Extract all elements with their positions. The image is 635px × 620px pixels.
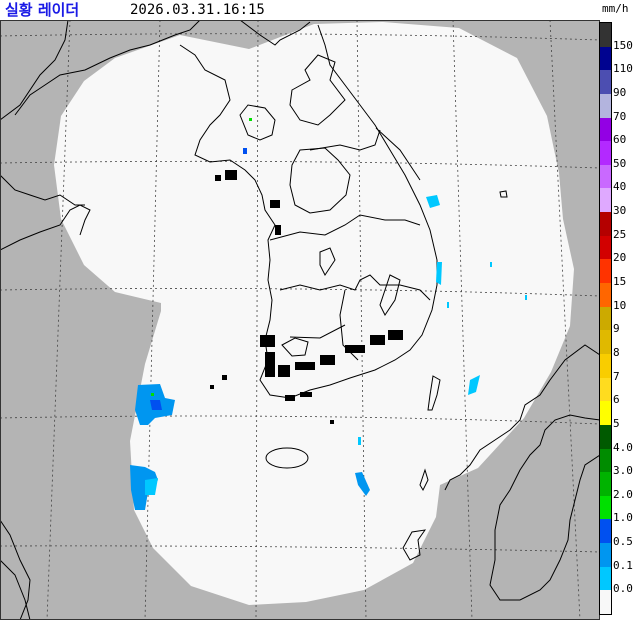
legend-color-bin [600, 472, 611, 497]
legend-label: 1.0 [613, 511, 633, 525]
legend-color-bin [600, 23, 611, 48]
legend-color-bin [600, 424, 611, 449]
legend-label: 70 [613, 109, 627, 123]
legend-label: 9 [613, 322, 620, 336]
legend-label: 0.1 [613, 558, 633, 572]
legend-label: 8 [613, 345, 620, 359]
legend-color-bin [600, 93, 611, 119]
legend-label: 40 [613, 180, 627, 194]
legend-color-bin [600, 70, 611, 95]
legend-color-bin [600, 117, 611, 142]
legend-label: 90 [613, 85, 627, 99]
lat-lon-grid [0, 20, 600, 620]
legend-label: 3.0 [613, 464, 633, 478]
legend-label: 2.0 [613, 487, 633, 501]
coastal-islands [210, 170, 403, 424]
legend-label: 150 [613, 38, 633, 52]
coastlines [0, 20, 600, 620]
legend-color-bin [600, 353, 611, 379]
legend-label: 50 [613, 156, 627, 170]
legend-color-bin [600, 306, 611, 331]
precipitation-echoes [130, 118, 527, 510]
legend-color-bin [600, 141, 611, 166]
observation-timestamp: 2026.03.31.16:15 [130, 2, 265, 18]
legend-label: 7 [613, 369, 620, 383]
legend-label: 15 [613, 275, 627, 289]
legend-color-bin [600, 164, 611, 189]
legend-color-bin [600, 543, 611, 568]
legend-label: 10 [613, 298, 627, 312]
legend-color-bin [600, 590, 611, 615]
legend-label: 4.0 [613, 440, 633, 454]
legend-color-bin [600, 495, 611, 520]
legend-label: 110 [613, 62, 633, 76]
legend-color-bin [600, 188, 611, 213]
legend-color-bin [600, 566, 611, 591]
tsushima-island [427, 375, 441, 411]
app-title: 실황 레이더 [5, 1, 80, 19]
legend-color-bin [600, 401, 611, 426]
legend-label: 0.5 [613, 535, 633, 549]
legend-label: 25 [613, 227, 627, 241]
legend-color-bin [600, 46, 611, 71]
legend-color-bin [600, 377, 611, 402]
legend-label: 6 [613, 393, 620, 407]
legend-label: 30 [613, 204, 627, 218]
legend-color-bin [600, 235, 611, 260]
legend-label: 60 [613, 133, 627, 147]
radar-map[interactable] [0, 20, 600, 620]
legend-color-bin [600, 212, 611, 237]
legend-color-bin [600, 448, 611, 473]
legend-label: 0.0 [613, 582, 633, 596]
legend-label: 5 [613, 416, 620, 430]
legend-unit: mm/h [602, 2, 629, 15]
legend-color-bin [600, 283, 611, 308]
precipitation-legend-bar [599, 22, 612, 615]
legend-label: 20 [613, 251, 627, 265]
legend-color-bin [600, 519, 611, 544]
ulleung-island [499, 190, 508, 198]
jeju-island [265, 447, 309, 469]
radar-coverage-area [54, 22, 574, 605]
legend-color-bin [600, 259, 611, 284]
legend-color-bin [600, 330, 611, 355]
